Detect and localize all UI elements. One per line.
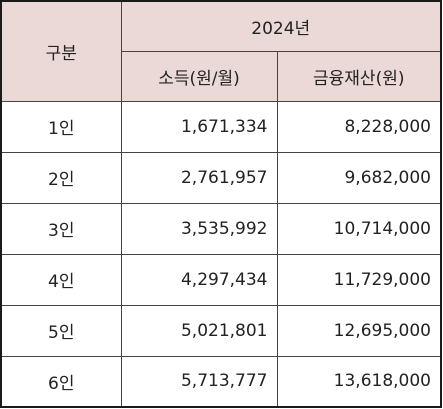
row-income: 5,713,777: [120, 355, 278, 408]
row-label: 5인: [0, 304, 122, 357]
table-row: 4인 4,297,434 11,729,000: [0, 253, 442, 306]
row-assets: 11,729,000: [276, 253, 442, 306]
row-label: 1인: [0, 100, 122, 153]
row-income: 3,535,992: [120, 202, 278, 255]
table-row: 2인 2,761,957 9,682,000: [0, 151, 442, 204]
table-row: 3인 3,535,992 10,714,000: [0, 202, 442, 255]
row-income: 2,761,957: [120, 151, 278, 204]
row-income: 1,671,334: [120, 100, 278, 153]
header-year: 2024년: [120, 0, 442, 52]
table-row: 5인 5,021,801 12,695,000: [0, 304, 442, 357]
header-category: 구분: [0, 0, 122, 102]
table-row: 1인 1,671,334 8,228,000: [0, 100, 442, 153]
row-label: 6인: [0, 355, 122, 408]
row-assets: 10,714,000: [276, 202, 442, 255]
row-assets: 9,682,000: [276, 151, 442, 204]
table-row: 6인 5,713,777 13,618,000: [0, 355, 442, 408]
row-label: 2인: [0, 151, 122, 204]
row-assets: 8,228,000: [276, 100, 442, 153]
row-assets: 12,695,000: [276, 304, 442, 357]
row-label: 4인: [0, 253, 122, 306]
row-income: 5,021,801: [120, 304, 278, 357]
row-assets: 13,618,000: [276, 355, 442, 408]
row-label: 3인: [0, 202, 122, 255]
header-assets: 금융재산(원): [276, 50, 442, 102]
row-income: 4,297,434: [120, 253, 278, 306]
header-income: 소득(원/월): [120, 50, 278, 102]
